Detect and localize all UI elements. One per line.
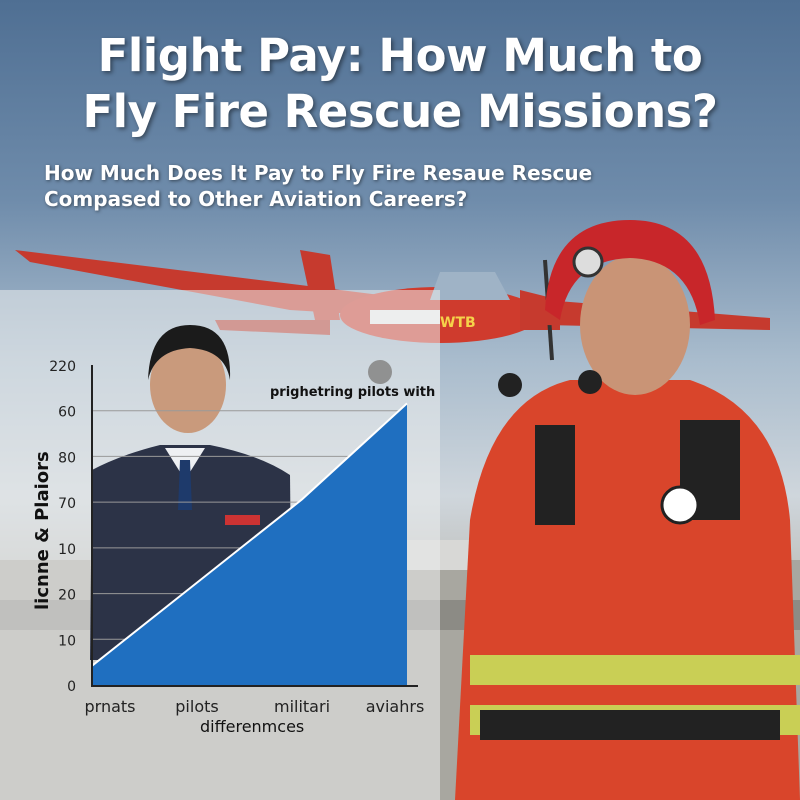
y-tick-label: 10 <box>58 633 76 649</box>
x-tick-label: pilots <box>175 697 218 716</box>
firefighter <box>455 220 800 800</box>
x-tick-label: prnats <box>84 697 135 716</box>
y-tick-label: 60 <box>58 405 76 421</box>
chart-annotation: prighetring pilots with <box>270 385 435 400</box>
y-tick-label: 0 <box>67 679 76 695</box>
area-edge-line <box>91 402 408 667</box>
x-tick-label: militari <box>274 697 330 716</box>
subtitle-line-2: Compased to Other Aviation Careers? <box>44 187 468 211</box>
page-subtitle: How Much Does It Pay to Fly Fire Resaue … <box>44 160 592 212</box>
y-tick-label: 10 <box>58 542 76 558</box>
y-tick-label: 80 <box>58 450 76 466</box>
x-axis-label: differenmces <box>200 717 304 736</box>
y-tick-label: 220 <box>49 359 76 375</box>
page-title: Flight Pay: How Much to Fly Fire Rescue … <box>0 28 800 140</box>
title-line-2: Fly Fire Rescue Missions? <box>82 85 718 138</box>
y-tick-label: 20 <box>58 588 76 604</box>
y-tick-label: 70 <box>58 496 76 512</box>
y-axis-label: licnne & Plаiors <box>32 451 53 610</box>
title-line-1: Flight Pay: How Much to <box>97 29 703 82</box>
x-tick-label: aviahrs <box>366 697 425 716</box>
plane-marking: WTB <box>440 315 476 331</box>
subtitle-line-1: How Much Does It Pay to Fly Fire Resaue … <box>44 161 593 185</box>
area-series <box>92 403 407 685</box>
